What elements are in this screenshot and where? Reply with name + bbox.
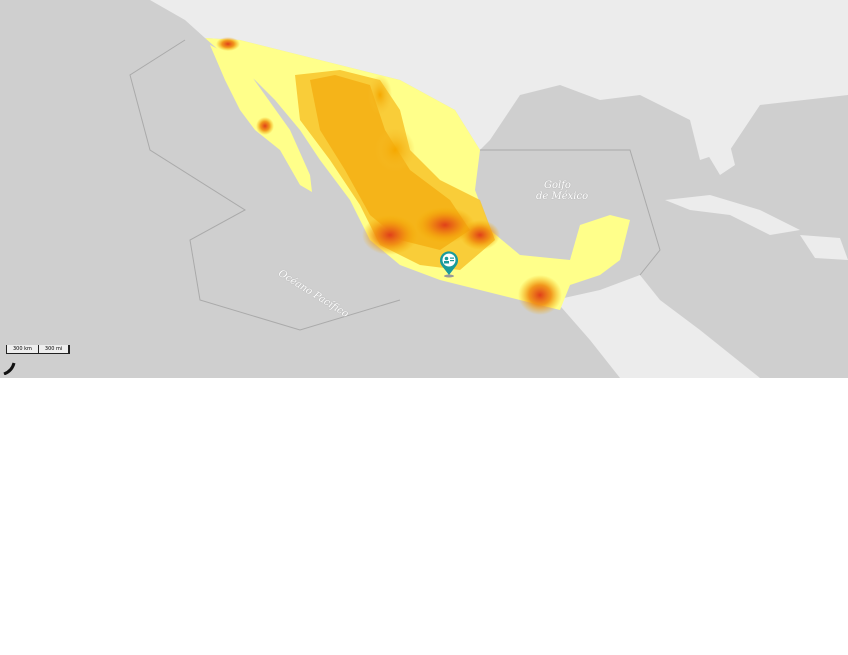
scale-bar: 300 km 300 mi <box>6 345 71 354</box>
central-america-land <box>555 275 760 378</box>
map-canvas <box>129 0 848 378</box>
maritime-boundary <box>129 39 401 331</box>
gulf-label-line2: de México <box>536 191 589 202</box>
scale-km: 300 km <box>7 345 39 353</box>
gulf-label-line1: Golfo <box>544 180 571 191</box>
florida-land <box>700 120 735 175</box>
scale-mi: 300 mi <box>39 345 70 353</box>
maritime-boundary-gulf <box>480 149 661 276</box>
hispaniola-land <box>800 235 848 260</box>
heatmap-map[interactable]: Golfo de México Océano Pacífico 300 km 3… <box>0 0 848 378</box>
contact-card-pin-icon[interactable] <box>438 250 460 278</box>
corner-curve-icon <box>2 361 16 375</box>
cuba-land <box>665 195 800 235</box>
usa-land <box>150 0 848 160</box>
